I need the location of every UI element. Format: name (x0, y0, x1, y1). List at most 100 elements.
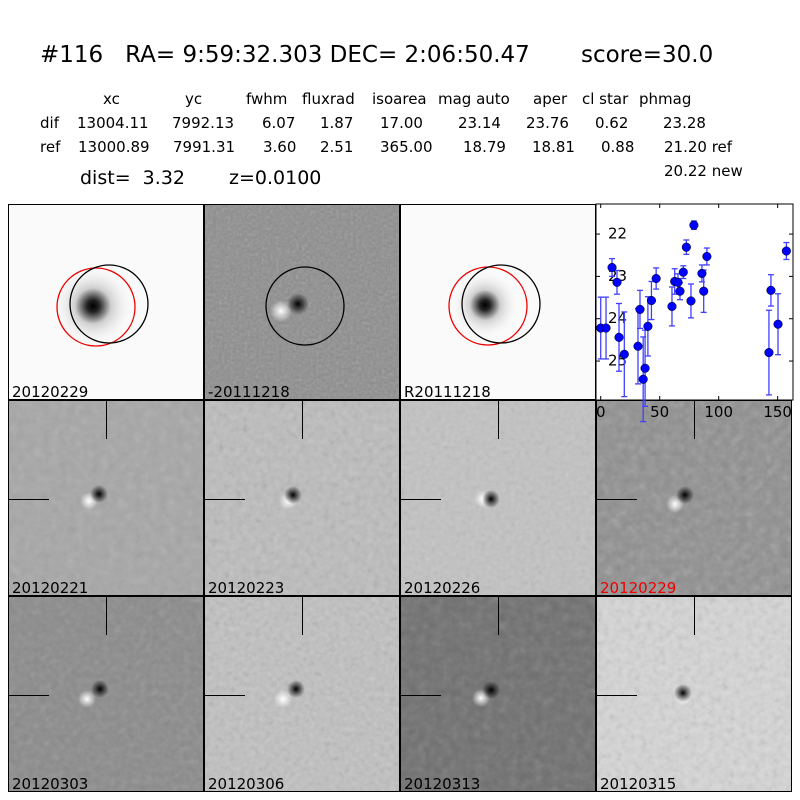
candidate-aperture-circle (265, 266, 345, 346)
stamp-panel: 20120223 (204, 400, 400, 596)
panel-label: 20120229 (12, 383, 89, 400)
cell-dif-fluxrad: 1.87 (320, 114, 354, 132)
x-tick-label: 150 (763, 403, 792, 421)
row-label-ref: ref (40, 138, 61, 156)
stamp-panel: 20120229 (596, 400, 792, 596)
col-header-phmag: phmag (639, 90, 692, 108)
crosshair-vertical (106, 401, 107, 439)
stamp-panel: 20120221 (8, 400, 204, 596)
cell-dif-fwhm: 6.07 (262, 114, 296, 132)
data-point (781, 246, 791, 256)
data-point (633, 341, 643, 351)
crosshair-vertical (302, 597, 303, 635)
data-point (612, 277, 622, 287)
cell-dif-aper: 23.76 (526, 114, 569, 132)
cell-dif-isoarea: 17.00 (380, 114, 423, 132)
data-point (601, 323, 611, 333)
cell-ref-isoarea: 365.00 (380, 138, 433, 156)
data-point (640, 363, 650, 373)
stamp-panel: 20120315 (596, 596, 792, 792)
data-point (643, 321, 653, 331)
crosshair-vertical (302, 401, 303, 439)
data-point (686, 296, 696, 306)
crosshair-horizontal (9, 695, 49, 696)
cell-ref-cl-star: 0.88 (601, 138, 635, 156)
crosshair-horizontal (205, 695, 245, 696)
dist-value: dist= 3.32 (80, 167, 185, 189)
stamp-panel: 20120303 (8, 596, 204, 792)
crosshair-vertical (694, 597, 695, 635)
col-header-fwhm: fwhm (246, 90, 288, 108)
data-point (614, 332, 624, 342)
new-image-panel: 20120229 (8, 204, 204, 400)
col-header-fluxrad: fluxrad (302, 90, 355, 108)
light-curve-plot: 05010015022232425 (595, 203, 794, 423)
col-header-cl-star: cl star (582, 90, 629, 108)
stamp-date-label: 20120223 (208, 579, 285, 596)
data-point (681, 242, 691, 252)
reference-image-panel: R20111218 (400, 204, 596, 400)
candidate-aperture-circle (69, 264, 149, 344)
stamp-date-label: 20120221 (12, 579, 89, 596)
cell-dif-mag-auto: 23.14 (458, 114, 501, 132)
cell-ref-phmag: 21.20 ref (664, 138, 733, 156)
row-label-dif: dif (40, 114, 59, 132)
x-tick-label: 0 (596, 403, 606, 421)
crosshair-vertical (694, 401, 695, 439)
cell-ref-mag-auto: 18.79 (463, 138, 506, 156)
crosshair-vertical (498, 401, 499, 439)
cell-ref-yc: 7991.31 (173, 138, 236, 156)
stamp-panel: 20120306 (204, 596, 400, 792)
data-point (675, 286, 685, 296)
stamp-panel: 20120226 (400, 400, 596, 596)
panel-label: -20111218 (208, 383, 290, 400)
crosshair-vertical (498, 597, 499, 635)
cell-dif-yc: 7992.13 (172, 114, 235, 132)
x-tick-label: 100 (704, 403, 733, 421)
cell-dif-xc: 13004.11 (77, 114, 149, 132)
data-point (638, 374, 648, 384)
data-point (697, 268, 707, 278)
y-tick-label: 22 (608, 225, 627, 243)
col-header-xc: xc (103, 90, 120, 108)
crosshair-horizontal (9, 499, 49, 500)
y-tick-label: 24 (608, 309, 627, 327)
cell-ref-xc: 13000.89 (78, 138, 150, 156)
stamp-panel: 20120313 (400, 596, 596, 792)
stamp-date-label: 20120303 (12, 775, 89, 792)
stamp-date-label: 20120306 (208, 775, 285, 792)
crosshair-horizontal (401, 695, 441, 696)
redshift-value: z=0.0100 (229, 167, 322, 189)
data-point (607, 262, 617, 273)
cell-dif-phmag: 23.28 (663, 114, 706, 132)
crosshair-horizontal (205, 499, 245, 500)
reference-aperture-circle (56, 267, 136, 347)
crosshair-horizontal (597, 695, 637, 696)
col-header-yc: yc (185, 90, 203, 108)
crosshair-horizontal (401, 499, 441, 500)
data-point (651, 273, 661, 284)
data-point (766, 285, 776, 295)
difference-image-panel: -20111218 (204, 204, 400, 400)
col-header-aper: aper (533, 90, 568, 108)
candidate-title: #116 RA= 9:59:32.303 DEC= 2:06:50.47 sco… (40, 42, 714, 68)
data-point (689, 220, 699, 230)
data-point (646, 295, 656, 306)
phmag-new: 20.22 new (664, 162, 743, 180)
x-tick-label: 50 (650, 403, 669, 421)
data-point (764, 348, 774, 358)
cell-ref-fwhm: 3.60 (263, 138, 297, 156)
cell-ref-aper: 18.81 (532, 138, 575, 156)
cell-dif-cl-star: 0.62 (595, 114, 629, 132)
data-point (619, 349, 629, 359)
crosshair-vertical (106, 597, 107, 635)
col-header-isoarea: isoarea (372, 90, 427, 108)
stamp-date-label: 20120226 (404, 579, 481, 596)
crosshair-horizontal (597, 499, 637, 500)
data-point (702, 251, 712, 262)
candidate-aperture-circle (461, 264, 541, 344)
data-point (667, 301, 677, 311)
cell-ref-fluxrad: 2.51 (320, 138, 354, 156)
data-point (678, 267, 688, 277)
